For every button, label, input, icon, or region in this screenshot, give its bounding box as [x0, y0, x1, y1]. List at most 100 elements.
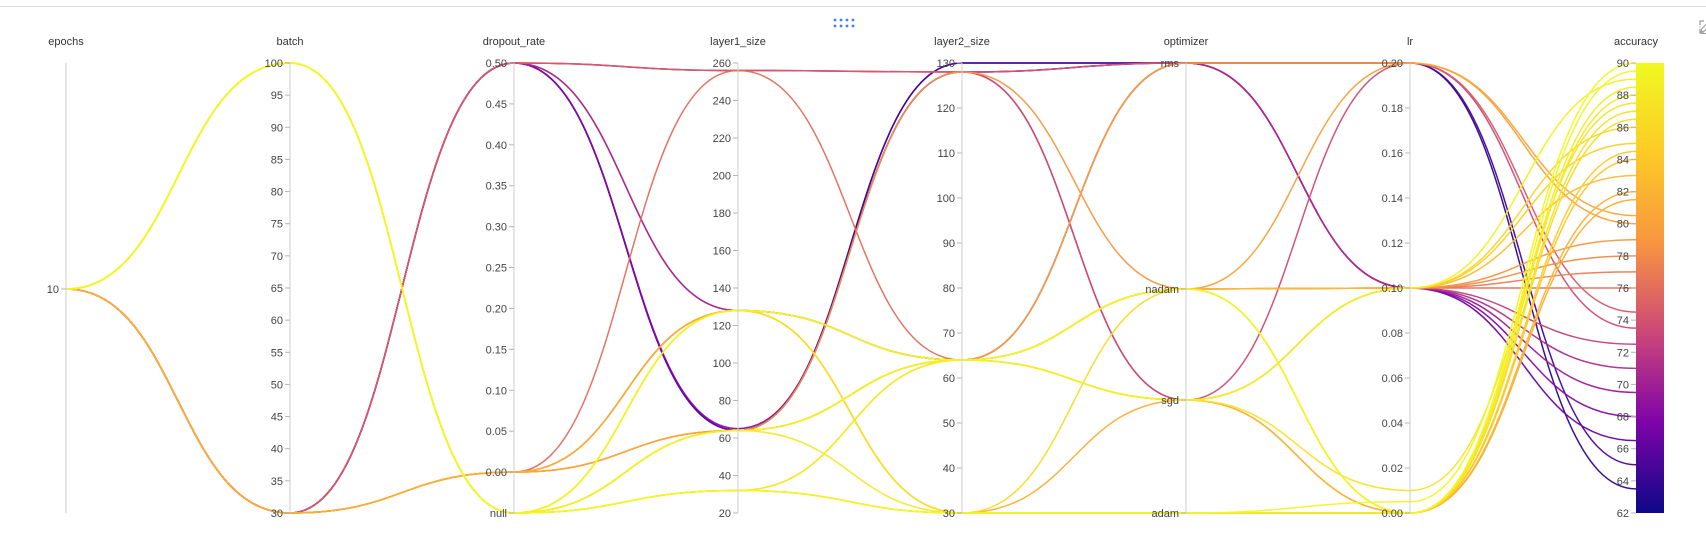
tick-label: 0.04: [1382, 418, 1403, 430]
tick-label: 0.16: [1382, 148, 1403, 160]
tick-label: 68: [1617, 412, 1629, 424]
axis-epochs[interactable]: epochs 10: [47, 36, 84, 513]
tick-label: 84: [1617, 154, 1629, 166]
axis-title-dropout_rate: dropout_rate: [483, 36, 545, 48]
tick-label: null: [490, 508, 507, 520]
axis-title-batch: batch: [277, 36, 304, 48]
tick-label: 82: [1617, 187, 1629, 199]
tick-label: 70: [271, 251, 283, 263]
more-options-icon[interactable]: [1698, 19, 1706, 35]
tick-label: 20: [719, 508, 731, 520]
axis-title-optimizer: optimizer: [1164, 36, 1209, 48]
tick-label: 0.50: [486, 58, 507, 70]
tick-label: 0.20: [1382, 58, 1403, 70]
run-line[interactable]: [65, 271, 1637, 514]
accuracy-colorbar[interactable]: [1636, 63, 1664, 513]
tick-label: 0.00: [1382, 508, 1403, 520]
run-line[interactable]: [65, 62, 1637, 514]
tick-label: 75: [271, 219, 283, 231]
tick-label: 66: [1617, 444, 1629, 456]
tick-label: 40: [943, 463, 955, 475]
tick-label: 95: [271, 90, 283, 102]
tick-label: 0.12: [1382, 238, 1403, 250]
tick-label: 70: [943, 328, 955, 340]
tick-label: 100: [265, 58, 283, 70]
tick-label: 85: [271, 154, 283, 166]
axis-title-epochs: epochs: [48, 36, 84, 48]
tick-label: 0.30: [486, 222, 507, 234]
tick-label: 60: [271, 315, 283, 327]
tick-label: 0.35: [486, 181, 507, 193]
tick-label: 0.10: [1382, 283, 1403, 295]
axis-title-lr: lr: [1407, 36, 1413, 48]
axis-title-accuracy: accuracy: [1614, 36, 1659, 48]
axis-title-layer2_size: layer2_size: [934, 36, 990, 48]
tick-label: 88: [1617, 90, 1629, 102]
tick-label: 0.10: [486, 385, 507, 397]
tick-label: 62: [1617, 508, 1629, 520]
tick-label: 0.45: [486, 99, 507, 111]
tick-label: 72: [1617, 347, 1629, 359]
tick-label: 180: [713, 208, 731, 220]
tick-label: 78: [1617, 251, 1629, 263]
tick-label: 0.18: [1382, 103, 1403, 115]
drag-handle-icon[interactable]: [832, 17, 858, 29]
tick-label: 0.08: [1382, 328, 1403, 340]
tick-label: sgd: [1161, 395, 1179, 407]
tick-label: 100: [713, 358, 731, 370]
tick-label: 10: [47, 284, 59, 296]
tick-label: 0.20: [486, 303, 507, 315]
tick-label: 90: [1617, 58, 1629, 70]
tick-label: 260: [713, 58, 731, 70]
tick-label: 0.40: [486, 140, 507, 152]
tick-label: 200: [713, 171, 731, 183]
tick-label: 60: [719, 433, 731, 445]
tick-label: 80: [271, 187, 283, 199]
tick-label: 45: [271, 412, 283, 424]
tick-label: 0.14: [1382, 193, 1403, 205]
tick-label: 220: [713, 133, 731, 145]
tick-label: 64: [1617, 476, 1629, 488]
axis-layer1_size[interactable]: layer1_size 20 40 60 80 100 120 140 160 180 200 220…: [710, 36, 766, 520]
tick-label: 0.25: [486, 263, 507, 275]
tick-label: 0.15: [486, 344, 507, 356]
tick-label: 140: [713, 283, 731, 295]
tick-label: 0.00: [486, 467, 507, 479]
tick-label: 35: [271, 476, 283, 488]
tick-label: adam: [1151, 508, 1179, 520]
tick-label: 100: [937, 193, 955, 205]
tick-label: 74: [1617, 315, 1629, 327]
axis-batch[interactable]: batch 30 35 40 45 50 55 60 65 70 75 80 85 90 95 100: [265, 36, 304, 520]
axis-optimizer[interactable]: optimizer adam nadam sgd rms: [1145, 36, 1208, 520]
tick-label: 240: [713, 96, 731, 108]
tick-label: 65: [271, 283, 283, 295]
tick-label: 0.06: [1382, 373, 1403, 385]
tick-label: 50: [271, 379, 283, 391]
panel-divider: [0, 6, 1706, 7]
axis-lr[interactable]: lr 0.00 0.02 0.04 0.06 0.08 0.10 0.12 0.14 0.16 0.…: [1382, 36, 1414, 520]
tick-label: 40: [719, 471, 731, 483]
tick-label: 80: [1617, 219, 1629, 231]
tick-label: 120: [937, 103, 955, 115]
tick-label: nadam: [1145, 284, 1179, 296]
tick-label: rms: [1161, 58, 1180, 70]
tick-label: 160: [713, 246, 731, 258]
tick-label: 30: [271, 508, 283, 520]
tick-label: 30: [943, 508, 955, 520]
fullscreen-icon[interactable]: [1698, 19, 1706, 35]
tick-label: 90: [271, 122, 283, 134]
tick-label: 80: [943, 283, 955, 295]
tick-label: 0.05: [486, 426, 507, 438]
tick-label: 90: [943, 238, 955, 250]
tick-label: 0.02: [1382, 463, 1403, 475]
tick-label: 110: [937, 148, 955, 160]
axis-layer2_size[interactable]: layer2_size 30 40 50 60 70 80 90 100 110 120 130: [934, 36, 990, 520]
tick-label: 86: [1617, 122, 1629, 134]
axes: epochs 10 batch 30 35 40 45 50 55 60 65 70 75 80 85 90 9…: [47, 36, 1664, 520]
axis-accuracy[interactable]: accuracy 62 64 66 68 70 72 74 76 78 80 82 84 86 88 90: [1614, 36, 1664, 520]
tick-label: 55: [271, 347, 283, 359]
axis-title-layer1_size: layer1_size: [710, 36, 766, 48]
